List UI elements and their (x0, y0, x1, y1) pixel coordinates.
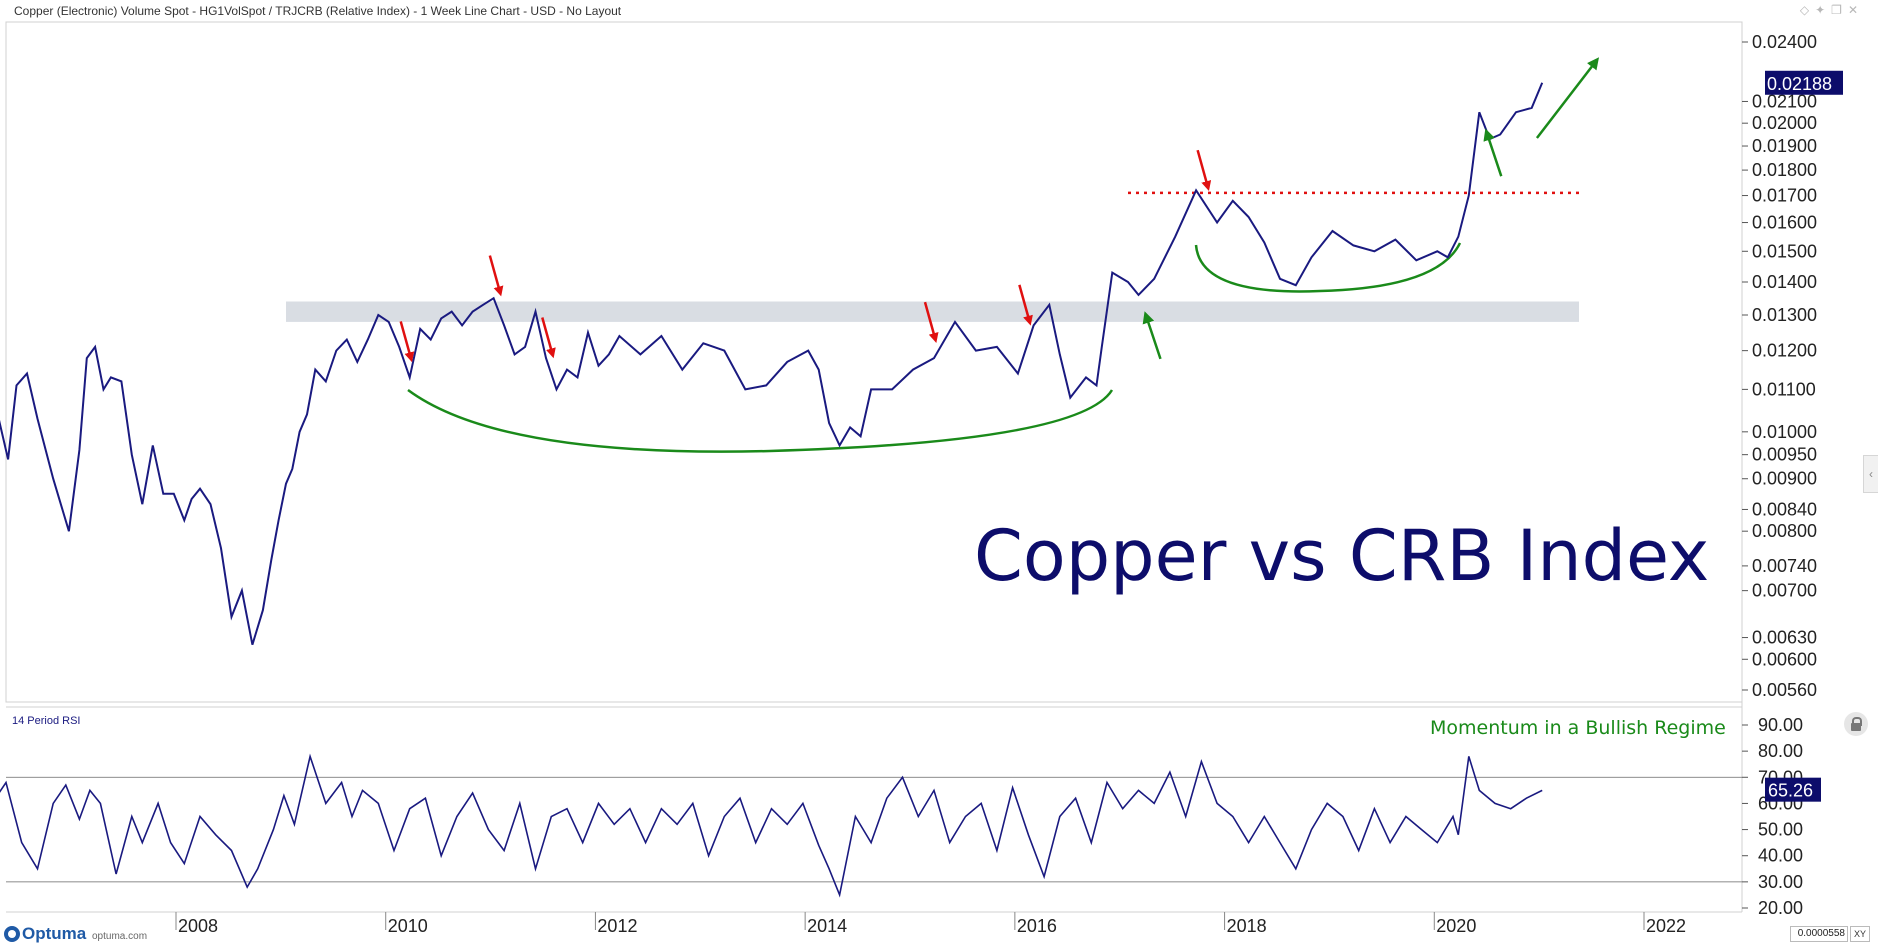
red-down-arrow (490, 256, 500, 292)
price-tick-label: 0.00630 (1752, 628, 1817, 648)
price-tick-label: 0.01700 (1752, 186, 1817, 206)
price-tick-label: 0.01200 (1752, 341, 1817, 361)
logo-url[interactable]: optuma.com (92, 931, 147, 942)
rsi-tick-label: 30.00 (1758, 872, 1803, 892)
logo-text: Optuma (22, 924, 86, 944)
price-tick-label: 0.00740 (1752, 556, 1817, 576)
price-tick-label: 0.01500 (1752, 241, 1817, 261)
price-tick-label: 0.00840 (1752, 499, 1817, 519)
price-tick-label: 0.00600 (1752, 649, 1817, 669)
green-trend-arrow (1537, 62, 1595, 138)
base-arc-large (408, 390, 1112, 452)
red-down-arrow (401, 321, 411, 357)
price-panel-frame (6, 22, 1742, 702)
price-tick-label: 0.01000 (1752, 422, 1817, 442)
price-tick-label: 0.00950 (1752, 445, 1817, 465)
price-tick-label: 0.00560 (1752, 680, 1817, 700)
price-tick-label: 0.01400 (1752, 272, 1817, 292)
chevron-left-icon[interactable]: ‹ (1863, 455, 1878, 493)
base-arc-small (1196, 243, 1460, 291)
rsi-last-value: 65.26 (1768, 781, 1813, 801)
red-down-arrow (1198, 150, 1208, 186)
price-tick-label: 0.01100 (1752, 379, 1816, 399)
price-tick-label: 0.01600 (1752, 213, 1817, 233)
rsi-tick-label: 40.00 (1758, 846, 1803, 866)
chart-title: Copper vs CRB Index (974, 515, 1709, 597)
rsi-tick-label: 20.00 (1758, 898, 1803, 918)
resistance-band (286, 302, 1579, 322)
price-tick-label: 0.01800 (1752, 160, 1817, 180)
price-tick-label: 0.01300 (1752, 305, 1817, 325)
red-arrow-group (401, 150, 1208, 357)
footer (0, 925, 1878, 947)
price-last-value: 0.02188 (1767, 74, 1832, 94)
xy-toggle[interactable]: XY (1850, 926, 1870, 942)
rsi-axis: 90.0080.0070.0060.0050.0040.0030.0020.00 (1742, 715, 1803, 918)
price-tick-label: 0.00700 (1752, 581, 1817, 601)
scale-readout[interactable]: 0.0000558 (1790, 926, 1848, 942)
rsi-tick-label: 50.00 (1758, 820, 1803, 840)
price-tick-label: 0.00800 (1752, 521, 1817, 541)
price-tick-label: 0.01900 (1752, 136, 1817, 156)
rsi-series-line (0, 725, 1542, 895)
price-axis: 0.024000.021000.020000.019000.018000.017… (1742, 32, 1817, 700)
price-tick-label: 0.00900 (1752, 469, 1817, 489)
green-up-arrow (1487, 134, 1501, 176)
optuma-logo-icon (4, 926, 20, 942)
rsi-tick-label: 80.00 (1758, 741, 1803, 761)
price-tick-label: 0.02000 (1752, 113, 1817, 133)
rsi-tick-label: 90.00 (1758, 715, 1803, 735)
rsi-panel-label: 14 Period RSI (12, 715, 80, 727)
price-tick-label: 0.02400 (1752, 32, 1817, 52)
rsi-subtitle: Momentum in a Bullish Regime (1430, 717, 1726, 739)
lock-icon[interactable] (1844, 712, 1868, 736)
green-up-arrow (1146, 317, 1160, 359)
